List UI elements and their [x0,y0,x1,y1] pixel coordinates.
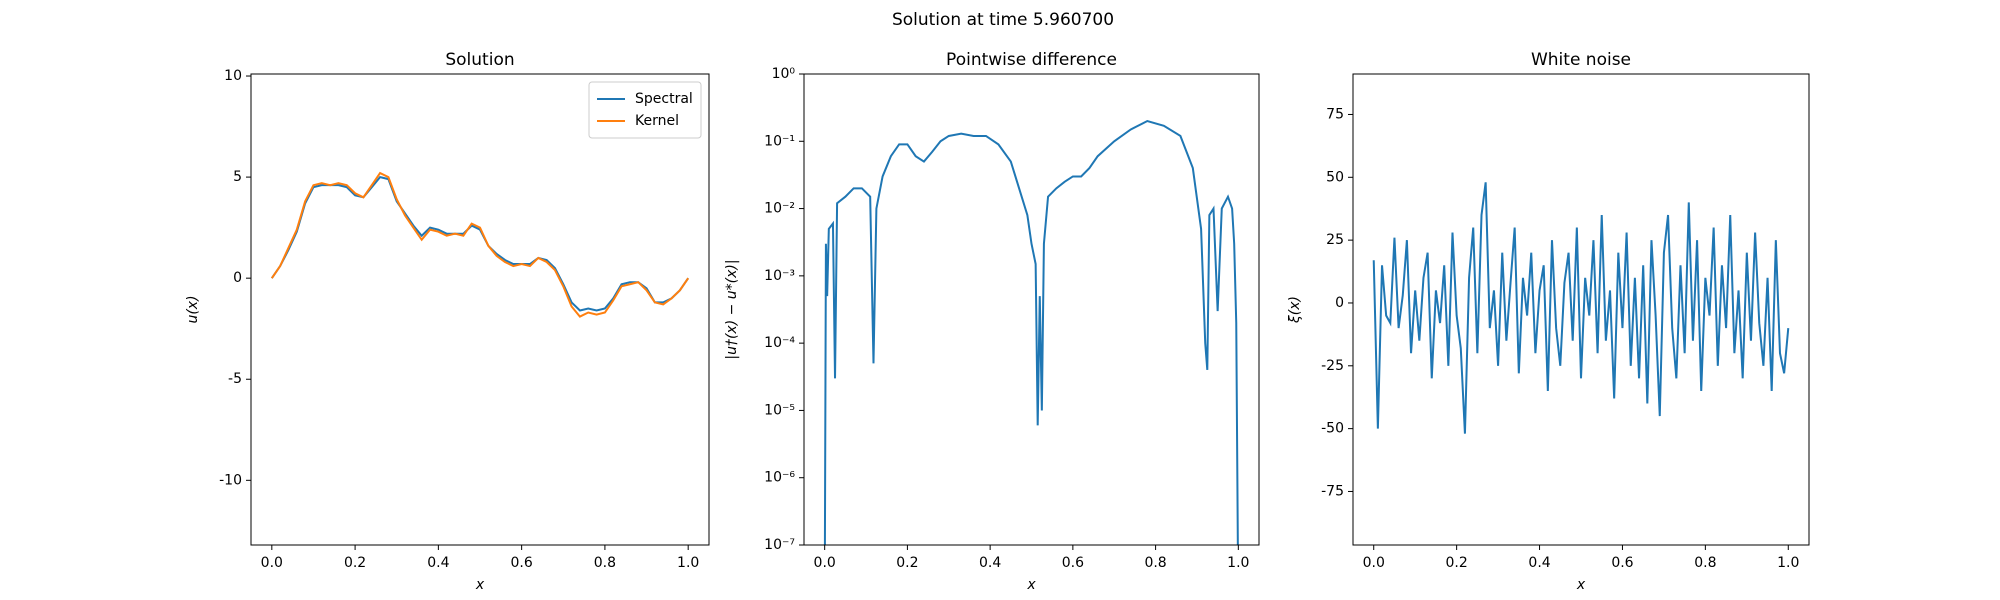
y-tick-label: 10 [224,68,242,84]
x-axis-label: x [1026,577,1036,593]
y-tick-label: 10⁻³ [764,268,795,284]
figure-title: Solution at time 5.960700 [892,10,1114,30]
legend-box [588,81,702,139]
x-tick-label: 0.6 [511,555,533,571]
y-tick-label: -25 [1321,358,1344,374]
y-tick-label: 25 [1326,232,1344,248]
y-tick-label: 10⁻⁴ [764,335,795,351]
x-tick-label: 0.8 [594,555,616,571]
y-tick-label: 5 [233,169,242,185]
data-line [270,175,690,312]
axes-frame [250,73,710,546]
legend-label: Kernel [635,113,679,129]
axes-frame [803,73,1260,546]
y-tick-label: 10⁻⁵ [764,402,795,418]
x-tick-label: 0.0 [1363,555,1385,571]
y-tick-label: 10⁻⁶ [764,470,795,486]
legend-label: Spectral [635,91,693,107]
axes-frame [1352,73,1810,546]
x-tick-label: 0.8 [1144,555,1166,571]
x-tick-label: 0.0 [261,555,283,571]
y-tick-label: 10⁰ [772,66,796,82]
axes-title: Solution [445,50,514,70]
x-tick-label: 0.8 [1694,555,1716,571]
x-tick-label: 0.2 [1446,555,1468,571]
x-tick-label: 0.4 [427,555,449,571]
y-tick-label: 50 [1326,169,1344,185]
y-tick-label: 0 [233,270,242,286]
x-tick-label: 0.2 [344,555,366,571]
axes-title: Pointwise difference [946,50,1117,70]
x-tick-label: 0.4 [1528,555,1550,571]
y-tick-label: -5 [228,371,242,387]
y-tick-label: -75 [1321,483,1344,499]
y-tick-label: 10⁻² [764,201,795,217]
x-tick-label: 1.0 [1227,555,1249,571]
y-axis-label: |u†(x) − u*(x)| [724,259,740,359]
data-line [270,171,690,318]
x-tick-label: 0.0 [814,555,836,571]
y-axis-label: ξ(x) [1287,296,1303,324]
y-axis-label: u(x) [185,295,201,323]
data-line [1372,182,1790,434]
x-axis-label: x [1576,577,1586,593]
y-tick-label: -10 [219,472,242,488]
x-tick-label: 1.0 [1777,555,1799,571]
axes-title: White noise [1531,50,1631,70]
data-line [823,119,1239,545]
x-tick-label: 0.4 [979,555,1001,571]
y-tick-label: -50 [1321,421,1344,437]
y-tick-label: 10⁻¹ [764,133,795,149]
x-tick-label: 1.0 [677,555,699,571]
x-axis-label: x [475,577,485,593]
x-tick-label: 0.2 [896,555,918,571]
y-tick-label: 10⁻⁷ [764,537,795,553]
y-tick-label: 0 [1335,295,1344,311]
x-tick-label: 0.6 [1611,555,1633,571]
x-tick-label: 0.6 [1062,555,1084,571]
y-tick-label: 75 [1326,106,1344,122]
